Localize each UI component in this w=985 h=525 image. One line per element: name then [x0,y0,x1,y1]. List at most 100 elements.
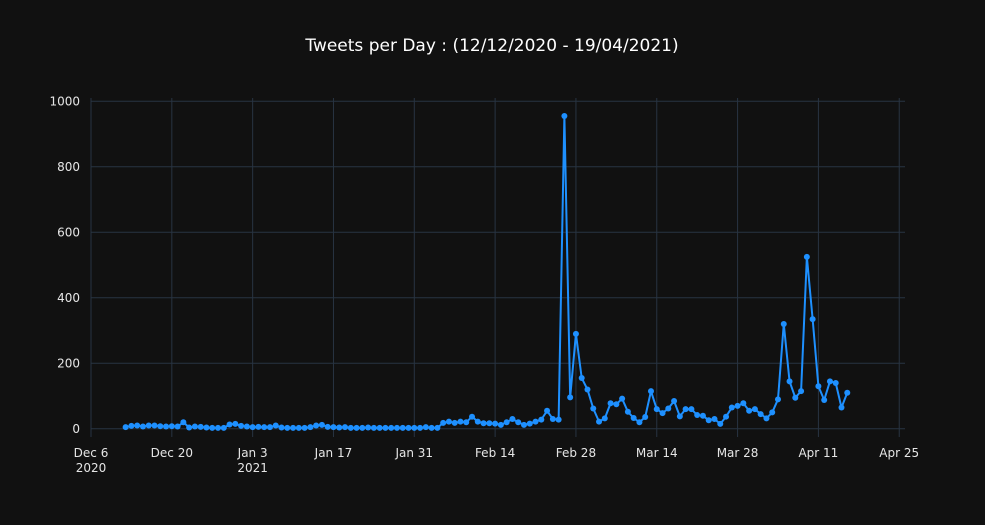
x-tick-label: Apr 11 [798,446,838,460]
data-point [290,424,297,431]
data-point [584,386,591,393]
data-point [128,422,135,429]
data-point [746,407,753,414]
data-point [451,419,458,426]
data-point [844,389,851,396]
data-point [163,423,170,430]
data-point [330,424,337,431]
data-point [301,424,308,431]
data-point [509,415,516,422]
data-point [561,113,568,120]
data-point [688,406,695,413]
data-point [630,415,637,421]
data-point [578,375,585,382]
data-point [353,424,360,431]
data-point [486,420,493,427]
data-point [803,253,810,260]
data-point [671,397,678,404]
data-point [549,415,556,422]
data-point [526,420,533,427]
data-point [261,424,268,431]
y-tick-label: 800 [57,160,80,174]
data-point [590,405,597,412]
data-point [694,412,701,419]
data-point [336,424,343,431]
grid-layer [90,98,905,437]
data-point [699,412,706,419]
data-point [209,424,216,431]
data-point [313,422,320,429]
data-point [492,420,499,427]
data-point [711,415,718,422]
data-point [174,423,181,430]
data-point [653,406,660,413]
data-point [405,424,412,431]
y-tick-label: 400 [57,291,80,305]
x-tick-label: Feb 28 [556,446,596,460]
data-point [180,419,187,426]
data-point [278,424,285,431]
data-point [792,394,799,401]
data-point [445,418,452,425]
data-point [393,424,400,431]
y-tick-label: 0 [72,422,80,436]
data-point [636,419,643,426]
data-point [665,405,672,412]
data-point [596,418,603,425]
x-tick-year-label: 2020 [76,461,107,475]
data-point [757,411,764,418]
data-point [203,424,210,431]
x-tick-label: Feb 14 [475,446,515,460]
data-point [318,421,325,428]
data-point [613,401,620,408]
x-tick-label: Dec 20 [151,446,193,460]
data-point [157,423,164,430]
data-point [538,416,545,423]
x-tick-label: Dec 6 [74,446,109,460]
data-point [815,383,822,390]
data-point [417,424,424,431]
data-point [295,424,302,431]
data-point [607,400,614,407]
x-tick-label: Jan 31 [394,446,433,460]
data-point [567,394,574,401]
data-point [682,406,689,413]
x-tick-label: Mar 28 [717,446,759,460]
data-point [601,415,608,422]
data-point [411,424,418,431]
data-point [740,400,747,407]
data-point [751,406,758,413]
data-point [122,424,129,431]
data-point [798,388,805,395]
data-point [191,423,198,430]
data-point [186,424,193,431]
data-point [342,424,349,431]
data-point [324,423,331,430]
data-point [226,421,233,428]
data-point [705,417,712,424]
x-tick-year-label: 2021 [237,461,268,475]
data-point [370,424,377,431]
data-point [347,424,354,431]
data-point [440,419,447,426]
series-layer [122,113,851,431]
data-point [382,424,389,431]
data-point [232,420,239,427]
data-point [255,423,262,430]
y-tick-label: 200 [57,356,80,370]
data-point [515,419,522,426]
data-point [647,388,654,395]
data-point [480,420,487,427]
data-point [457,418,464,425]
data-point [272,422,279,429]
data-point [786,378,793,385]
data-point [428,424,435,431]
data-point [572,330,579,337]
data-point [168,423,175,430]
data-point [359,424,366,431]
data-point [399,424,406,431]
data-point [642,414,649,421]
data-point [243,423,250,430]
data-point [826,378,833,385]
